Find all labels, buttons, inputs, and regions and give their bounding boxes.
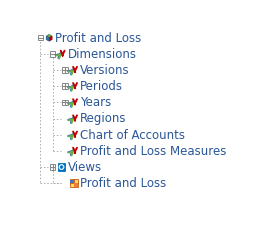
Bar (74, 183, 78, 187)
Bar (62, 100, 68, 105)
Bar (62, 67, 68, 73)
Bar (50, 164, 55, 170)
Text: Profit and Loss: Profit and Loss (80, 177, 166, 190)
Polygon shape (46, 34, 52, 38)
Bar (58, 163, 65, 171)
Polygon shape (49, 36, 52, 41)
Polygon shape (46, 36, 49, 41)
Bar (38, 35, 43, 40)
Bar (70, 179, 78, 187)
Text: Regions: Regions (80, 112, 127, 125)
Circle shape (59, 164, 64, 169)
Text: Profit and Loss Measures: Profit and Loss Measures (80, 145, 226, 158)
Circle shape (60, 166, 63, 168)
Text: Versions: Versions (80, 64, 130, 77)
Bar (62, 83, 68, 89)
Text: Profit and Loss: Profit and Loss (55, 32, 141, 45)
Text: Chart of Accounts: Chart of Accounts (80, 129, 185, 141)
Bar (50, 51, 55, 57)
Text: Periods: Periods (80, 80, 123, 93)
Text: Views: Views (68, 161, 102, 174)
Text: Years: Years (80, 96, 112, 109)
Bar (70, 180, 74, 183)
Text: Dimensions: Dimensions (68, 48, 137, 61)
